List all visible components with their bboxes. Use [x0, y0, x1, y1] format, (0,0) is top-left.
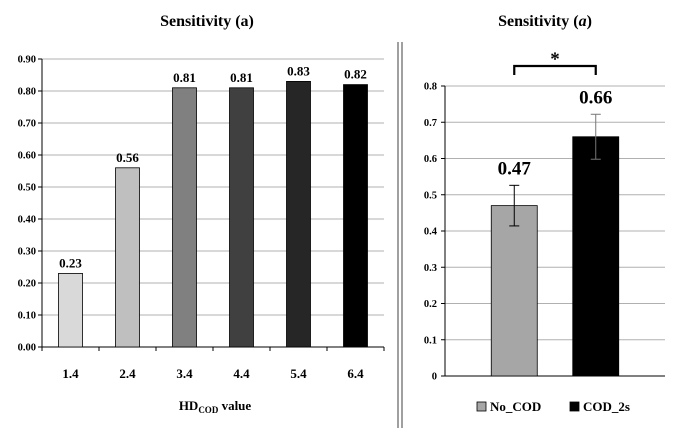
legend-label-COD_2s: COD_2s [583, 399, 630, 414]
bar-5.4 [286, 81, 311, 348]
right-title-suffix: ) [587, 13, 592, 30]
right-chart: Sensitivity (a) 0 0.1 0.2 0.3 0.4 0.5 0.6 0.7 0.8… [424, 13, 665, 414]
y-tick-label: 0.20 [18, 279, 36, 290]
data-label-COD_2s: 0.66 [579, 87, 612, 108]
left-chart-title: Sensitivity (a) [160, 13, 254, 30]
significance-bracket [513, 64, 597, 75]
bar-COD_2s [572, 136, 620, 377]
x-tick-label-1.4: 1.4 [62, 366, 79, 381]
x-axis-label: HDCOD value [179, 398, 252, 415]
x-tick-label-6.4: 6.4 [347, 366, 364, 381]
y-tick-label: 0.90 [18, 55, 36, 66]
right-title-prefix: Sensitivity ( [498, 13, 578, 30]
significance-star: * [550, 49, 560, 70]
data-label-1.4: 0.23 [59, 255, 82, 270]
data-label-4.4: 0.81 [230, 70, 253, 85]
y-tick-label: 0.6 [424, 154, 437, 165]
y-tick-label: 0.3 [424, 263, 437, 274]
left-chart: Sensitivity (a) 0.00 0.10 0.20 0.30 0.40 0.50 0… [18, 13, 385, 415]
legend-swatch-COD_2s [569, 401, 580, 412]
y-tick-label: 0.40 [18, 215, 36, 226]
y-tick-label: 0.30 [18, 247, 36, 258]
right-title-italic: a [579, 13, 587, 30]
bar-2.4 [115, 167, 140, 348]
data-label-5.4: 0.83 [287, 63, 310, 78]
y-tick-label: 0.5 [424, 190, 437, 201]
x-tick-label-5.4: 5.4 [290, 366, 307, 381]
legend-label-No_COD: No_COD [490, 399, 541, 414]
y-tick-label: 0.50 [18, 183, 36, 194]
right-chart-title: Sensitivity (a) [498, 13, 592, 30]
y-tick-label: 0.1 [424, 335, 437, 346]
y-tick-label: 0.10 [18, 311, 36, 322]
y-tick-label: 0.2 [424, 299, 437, 310]
x-axis-label-suffix: value [218, 398, 251, 413]
data-label-3.4: 0.81 [173, 70, 196, 85]
bar-3.4 [172, 87, 197, 348]
y-tick-label: 0.60 [18, 151, 36, 162]
data-label-No_COD: 0.47 [498, 158, 532, 179]
y-tick-label: 0.7 [424, 118, 437, 129]
y-tick-label: 0.00 [18, 343, 36, 354]
x-tick-label-3.4: 3.4 [176, 366, 193, 381]
y-tick-label: 0 [432, 372, 437, 383]
bar-4.4 [229, 87, 254, 348]
x-tick-label-4.4: 4.4 [233, 366, 250, 381]
x-tick-label-2.4: 2.4 [119, 366, 136, 381]
data-label-2.4: 0.56 [116, 150, 139, 165]
bar-No_COD [490, 205, 538, 377]
y-tick-label: 0.70 [18, 119, 36, 130]
y-tick-label: 0.4 [424, 227, 438, 238]
x-axis-label-main: HD [179, 398, 199, 413]
legend: No_COD COD_2s [476, 399, 630, 414]
x-axis-label-sub: COD [198, 405, 219, 415]
legend-swatch-No_COD [476, 401, 487, 412]
y-tick-label: 0.8 [424, 82, 437, 93]
data-label-6.4: 0.82 [344, 67, 367, 82]
y-tick-label: 0.80 [18, 87, 36, 98]
bar-1.4 [58, 272, 83, 348]
bar-6.4 [343, 84, 368, 348]
